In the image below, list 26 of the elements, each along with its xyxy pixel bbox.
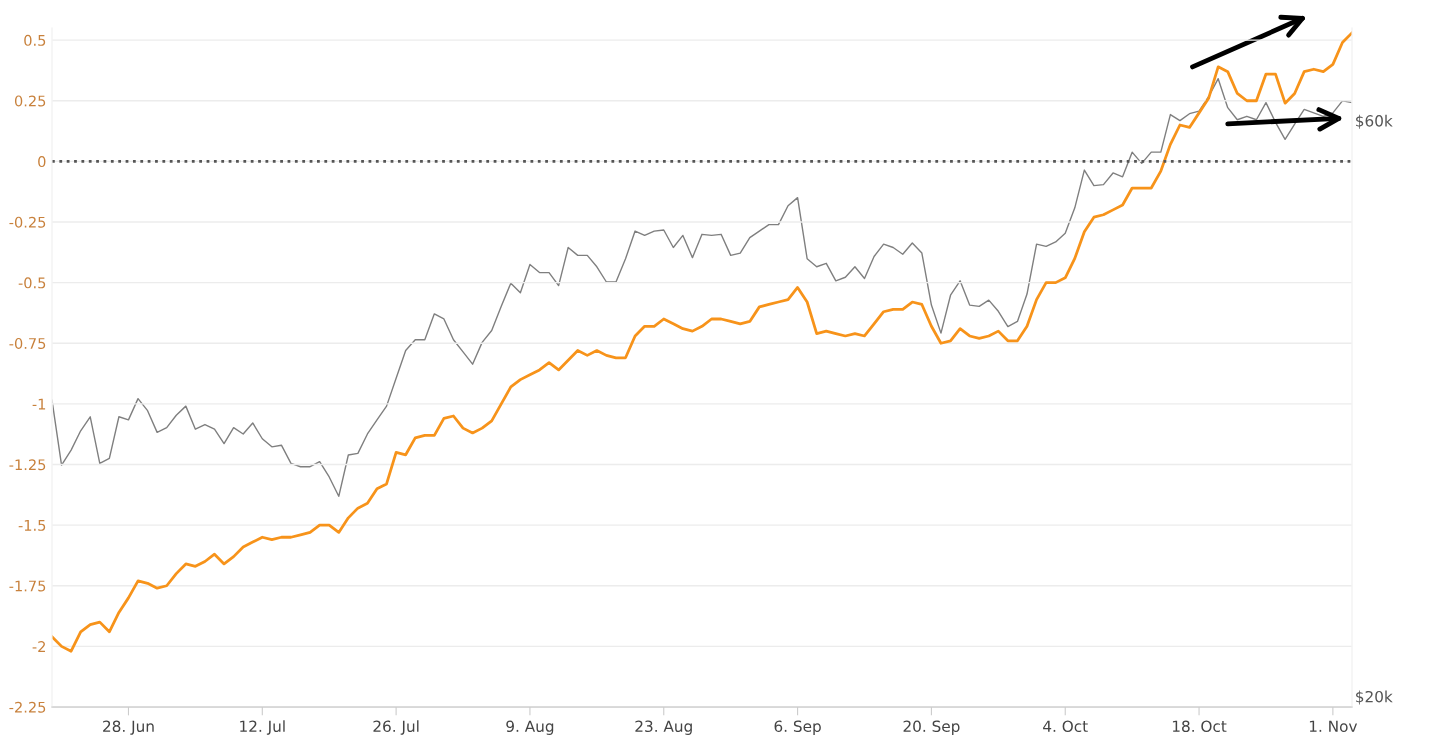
x-tick-label: 6. Sep (774, 720, 821, 735)
y-tick-label: -1.75 (9, 580, 46, 592)
x-tick-label: 23. Aug (635, 720, 692, 735)
y-tick-label: -0.25 (9, 216, 46, 228)
y-tick-label: 0 (38, 156, 46, 168)
y2-tick-label: $60k (1356, 114, 1393, 129)
line-series (52, 31, 1352, 653)
x-tick-label: 1. Nov (1309, 720, 1358, 733)
x-tick-label: 26. Jul (373, 720, 419, 735)
line-series (52, 77, 1352, 497)
y-tick-label: -1 (32, 398, 46, 410)
x-tick-label: 18. Oct (1172, 720, 1227, 733)
x-tick-label: 4. Oct (1043, 720, 1088, 733)
x-tick-label: 12. Jul (240, 720, 285, 735)
y2-tick-label: $20k (1356, 690, 1393, 705)
y-tick-label: 0.25 (14, 95, 46, 107)
x-tick-label: 28. Jun (103, 720, 154, 735)
y-tick-label: -0.5 (18, 277, 46, 289)
y-tick-label: -1.25 (9, 459, 46, 471)
x-tick-label: 20. Sep (903, 720, 960, 735)
y-tick-label: -2.25 (9, 701, 46, 713)
y-tick-label: 0.5 (24, 34, 46, 46)
y-tick-label: -1.5 (18, 520, 46, 531)
y-tick-label: -0.75 (9, 337, 46, 349)
y-tick-label: -2 (32, 641, 45, 652)
x-tick-label: 9. Aug (506, 720, 554, 735)
